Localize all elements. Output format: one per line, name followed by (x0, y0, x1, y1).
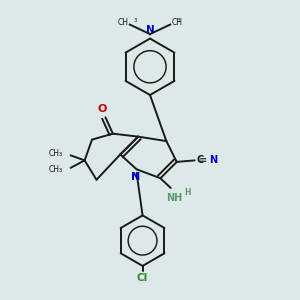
Text: N: N (146, 25, 154, 35)
Text: CH₃: CH₃ (48, 149, 62, 158)
Text: Cl: Cl (137, 273, 148, 283)
Text: NH: NH (166, 193, 182, 202)
Text: N: N (130, 172, 140, 182)
Text: H: H (184, 188, 191, 197)
Text: CH: CH (118, 18, 129, 27)
Text: N: N (209, 155, 217, 165)
Text: 3: 3 (134, 18, 137, 23)
Text: C: C (197, 155, 204, 165)
Text: CH: CH (171, 18, 182, 27)
Text: O: O (98, 104, 107, 114)
Text: ≡: ≡ (199, 155, 207, 165)
Text: 3: 3 (176, 18, 180, 23)
Text: CH₃: CH₃ (48, 165, 62, 174)
